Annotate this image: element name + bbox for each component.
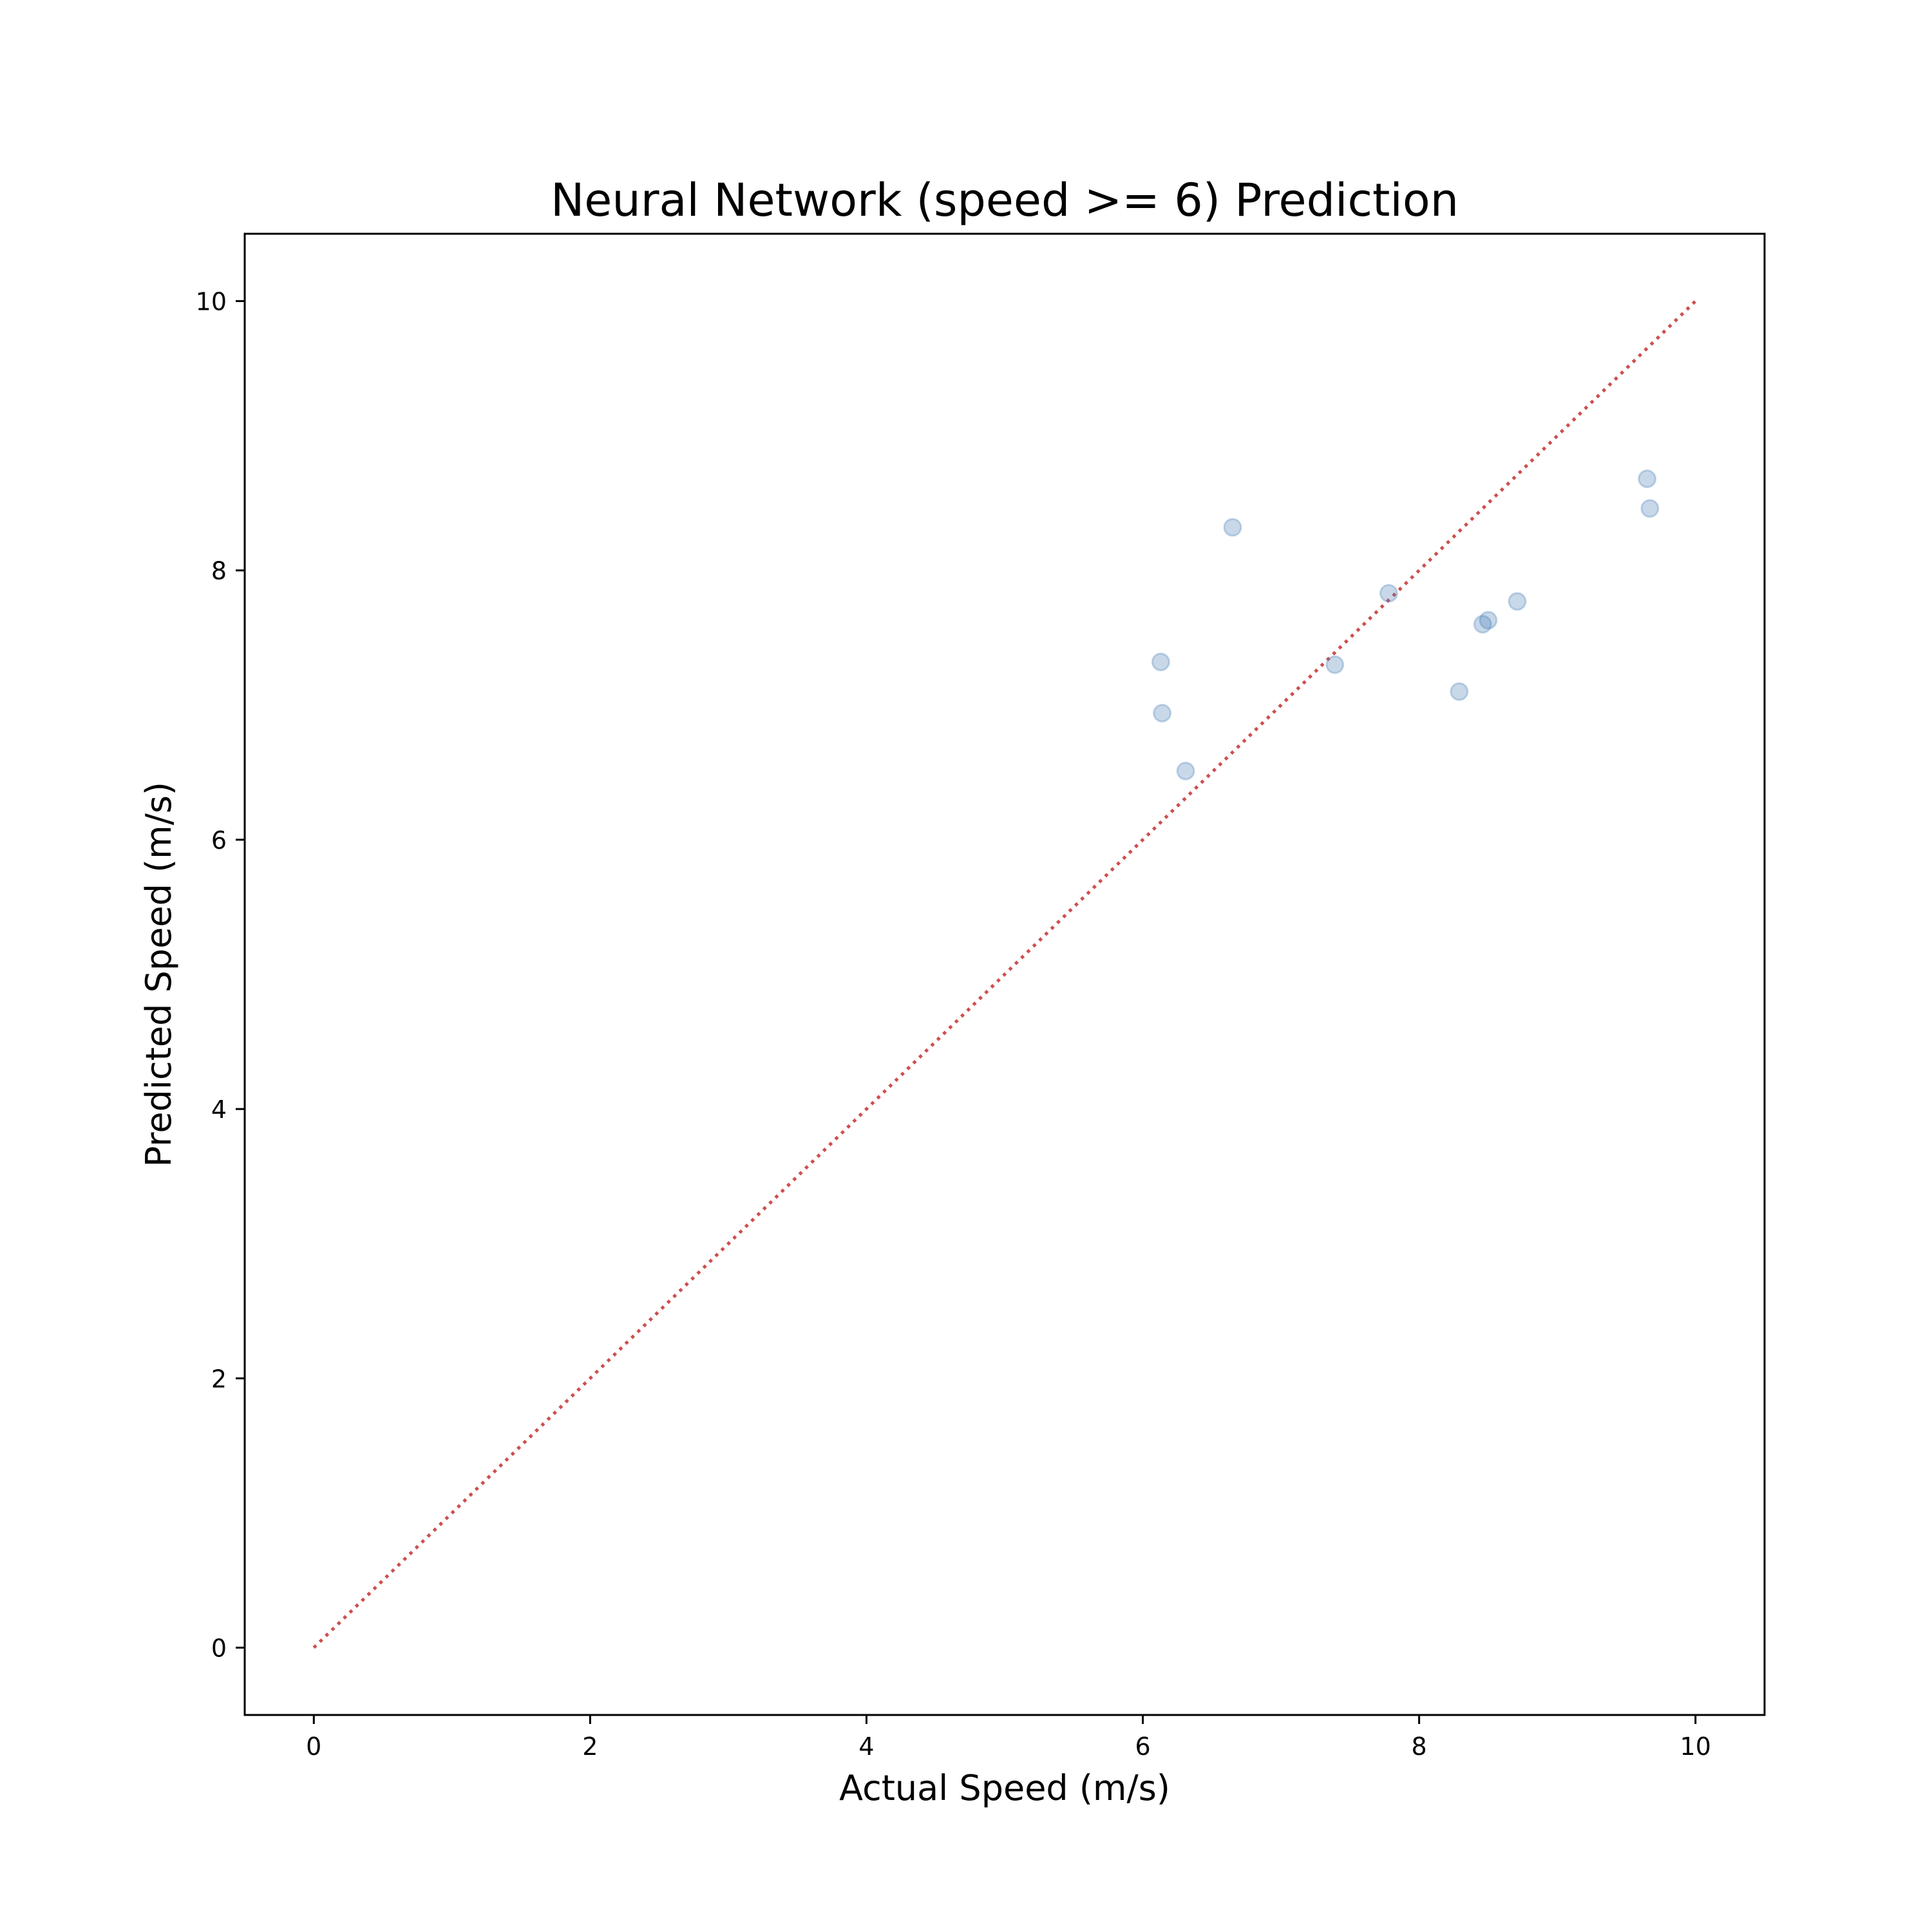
y-axis-label: Predicted Speed (m/s): [138, 782, 179, 1167]
x-tick-label: 4: [858, 1732, 874, 1761]
data-point: [1479, 611, 1498, 630]
reference-line: [312, 299, 1697, 1649]
chart-title: Neural Network (speed >= 6) Prediction: [551, 174, 1459, 227]
y-tick-label: 0: [211, 1634, 227, 1662]
data-point: [1450, 682, 1469, 701]
x-tick-label: 10: [1680, 1732, 1711, 1761]
data-point: [1638, 469, 1657, 489]
plot-area: [243, 232, 1766, 1716]
y-axis-ticks: 0 2 4 6 8 10: [196, 288, 245, 1662]
data-point: [1176, 761, 1195, 781]
x-tick-label: 2: [582, 1732, 598, 1761]
y-tick-label: 4: [211, 1095, 227, 1124]
y-tick-label: 8: [211, 557, 227, 585]
x-tick-label: 6: [1135, 1732, 1150, 1761]
data-point: [1223, 518, 1242, 537]
x-axis-ticks: 0 2 4 6 8 10: [306, 1715, 1711, 1761]
data-point: [1151, 652, 1170, 672]
x-axis-label: Actual Speed (m/s): [839, 1768, 1170, 1808]
reference-line-group: [312, 299, 1697, 1649]
data-point: [1640, 499, 1660, 518]
x-tick-label: 8: [1412, 1732, 1427, 1761]
data-point: [1153, 703, 1172, 723]
y-tick-label: 10: [196, 288, 227, 316]
x-tick-label: 0: [306, 1732, 321, 1761]
data-point: [1325, 655, 1345, 674]
data-point: [1379, 583, 1398, 603]
data-point: [1508, 592, 1527, 611]
y-tick-label: 2: [211, 1365, 227, 1393]
data-points: [1151, 469, 1660, 781]
data-point: [1473, 614, 1492, 634]
plot-frame: [243, 232, 1766, 1716]
y-tick-label: 6: [211, 826, 227, 855]
